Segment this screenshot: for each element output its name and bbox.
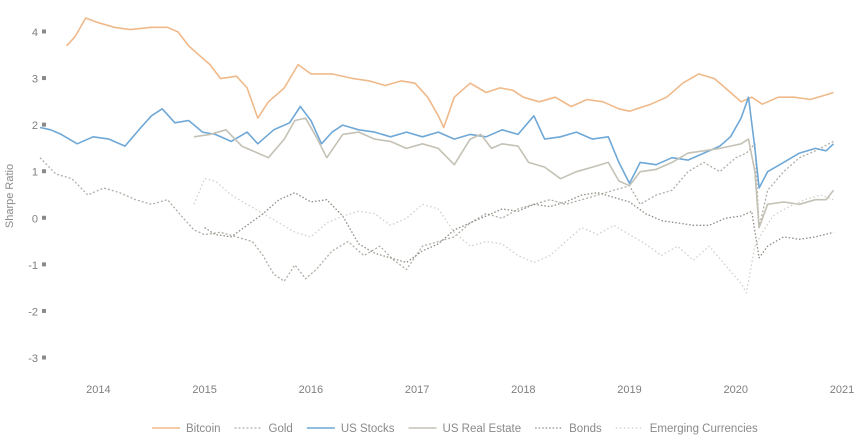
x-tick-label: 2015	[192, 384, 216, 396]
y-tick-mark	[42, 215, 46, 220]
y-axis-title: Sharpe Ratio	[4, 164, 16, 228]
series-line-emerging-currencies	[193, 178, 834, 294]
x-tick-label: 2020	[724, 384, 748, 396]
y-tick-mark	[42, 308, 46, 313]
x-axis-ticks: 2014 2015 2016 2017 2018 2019 2020 2021	[86, 384, 854, 396]
legend-label[interactable]: US Stocks	[341, 423, 395, 435]
y-tick-label: 2	[32, 120, 38, 132]
y-tick-mark	[42, 29, 46, 34]
y-tick-mark	[42, 262, 46, 267]
y-axis-ticks: -3 -2 -1 0 1 2 3 4	[28, 27, 46, 365]
legend-label[interactable]: Emerging Currencies	[650, 423, 758, 435]
y-tick-mark	[42, 169, 46, 174]
x-tick-label: 2014	[86, 384, 110, 396]
y-tick-label: 1	[32, 167, 38, 179]
series-line-gold	[39, 140, 834, 282]
legend-label[interactable]: Bonds	[569, 423, 602, 435]
y-tick-label: -3	[28, 353, 38, 365]
y-tick-label: -2	[28, 306, 38, 318]
legend-label[interactable]: US Real Estate	[443, 423, 522, 435]
series-line-bitcoin	[66, 17, 834, 129]
legend: Bitcoin Gold US Stocks US Real Estate Bonds E…	[152, 423, 758, 435]
x-tick-label: 2019	[617, 384, 641, 396]
x-tick-label: 2018	[511, 384, 535, 396]
x-tick-label: 2017	[405, 384, 429, 396]
y-tick-label: 4	[32, 27, 38, 39]
y-tick-mark	[42, 122, 46, 127]
series-line-us-stocks	[39, 96, 835, 189]
series-line-bonds	[204, 192, 834, 264]
series-lines	[39, 17, 835, 294]
y-tick-label: -1	[28, 260, 38, 272]
x-tick-label: 2021	[830, 384, 854, 396]
y-tick-mark	[42, 355, 46, 360]
legend-label[interactable]: Bitcoin	[186, 423, 221, 435]
series-line-us-real-estate	[193, 117, 835, 229]
y-tick-mark	[42, 76, 46, 81]
legend-label[interactable]: Gold	[269, 423, 293, 435]
x-tick-label: 2016	[299, 384, 323, 396]
y-tick-label: 0	[32, 213, 38, 225]
y-tick-label: 3	[32, 74, 38, 86]
